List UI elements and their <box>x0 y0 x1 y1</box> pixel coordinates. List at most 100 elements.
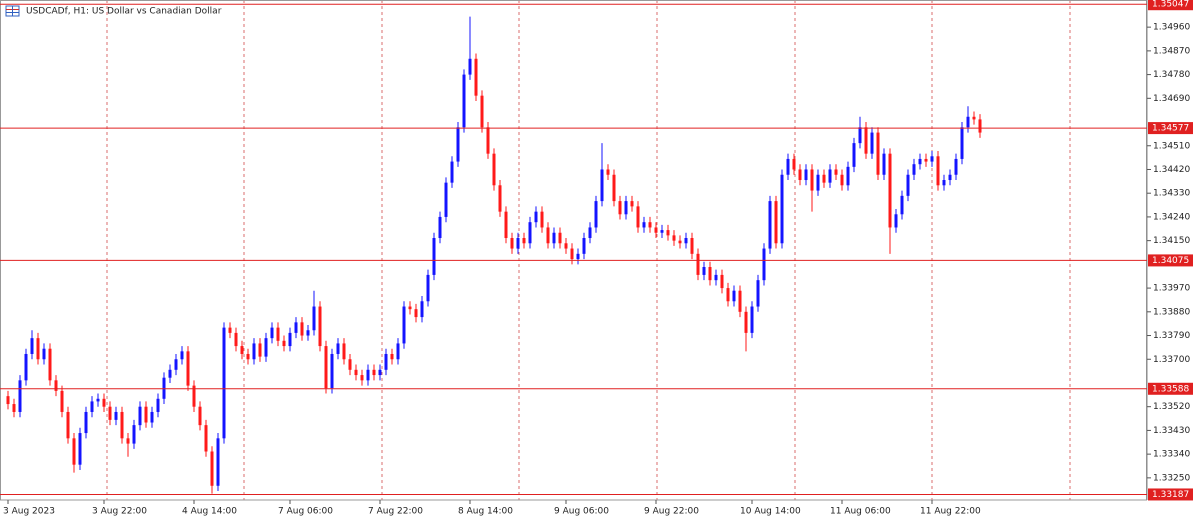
candle-body <box>822 174 826 183</box>
candle-body <box>570 248 574 260</box>
candle-body <box>810 169 814 191</box>
candle-body <box>72 438 76 465</box>
candle-body <box>648 222 652 228</box>
candle-body <box>6 396 10 405</box>
candle-body <box>138 406 142 426</box>
candle-body <box>696 253 700 275</box>
candle-body <box>312 306 316 331</box>
candle-body <box>426 274 430 302</box>
candle-body <box>870 132 874 154</box>
candle-body <box>900 195 904 215</box>
candle-body <box>864 127 868 154</box>
candle-body <box>846 166 850 186</box>
candle-body <box>150 411 154 423</box>
candle-body <box>60 390 64 412</box>
price-level-label: 1.33187 <box>1152 490 1189 500</box>
candle-body <box>456 127 460 162</box>
candle-body <box>906 174 910 196</box>
candle-body <box>588 227 592 239</box>
candle-body <box>420 301 424 318</box>
x-tick-label: 3 Aug 2023 <box>3 507 55 517</box>
candle-body <box>510 238 514 249</box>
candle-body <box>576 253 580 260</box>
candle-body <box>660 230 664 233</box>
y-tick-label: 1.34510 <box>1153 141 1190 151</box>
candle-body <box>246 353 250 360</box>
candle-body <box>444 182 448 217</box>
candle-body <box>306 330 310 336</box>
y-tick-label: 1.33700 <box>1153 355 1190 365</box>
price-level-label: 1.35047 <box>1152 0 1189 10</box>
candle-body <box>726 288 730 302</box>
candle-body <box>264 338 268 357</box>
candle-body <box>912 164 916 175</box>
price-level-tag <box>1148 382 1193 395</box>
candle-body <box>834 169 838 175</box>
candle-body <box>228 327 232 333</box>
candle-body <box>594 201 598 228</box>
candle-body <box>516 238 520 249</box>
candle-body <box>318 306 322 347</box>
candle-body <box>888 153 892 228</box>
candle-body <box>438 216 442 239</box>
candle-body <box>18 380 22 412</box>
candle-body <box>642 222 646 228</box>
candle-body <box>786 158 790 175</box>
candle-body <box>564 243 568 249</box>
y-tick-label: 1.34240 <box>1153 212 1190 222</box>
candle-body <box>546 227 550 244</box>
candle-body <box>168 369 172 378</box>
candle-body <box>618 201 622 215</box>
symbol-icon <box>5 5 20 17</box>
candle-body <box>480 95 484 128</box>
chart-title: USDCADf, H1: US Dollar vs Canadian Dolla… <box>26 7 222 17</box>
candle-body <box>978 119 982 133</box>
candle-body <box>432 238 436 275</box>
candle-body <box>678 240 682 244</box>
candle-body <box>732 290 736 302</box>
candle-body <box>948 174 952 181</box>
candle-body <box>666 230 670 236</box>
candle-body <box>636 206 640 228</box>
candle-body <box>924 158 928 162</box>
candle-body <box>624 201 628 215</box>
candle-body <box>684 238 688 244</box>
candle-body <box>486 127 490 154</box>
candle-body <box>450 161 454 183</box>
candle-body <box>894 214 898 228</box>
candle-body <box>366 369 370 381</box>
x-tick-label: 3 Aug 22:00 <box>92 507 147 517</box>
candle-body <box>378 369 382 376</box>
x-tick-label: 8 Aug 14:00 <box>458 507 513 517</box>
candle-body <box>372 369 376 376</box>
y-tick-label: 1.34870 <box>1153 46 1190 56</box>
price-level-label: 1.33588 <box>1152 384 1189 394</box>
y-tick-label: 1.34150 <box>1153 236 1190 246</box>
candle-body <box>186 351 190 386</box>
candle-body <box>258 343 262 357</box>
candle-body <box>882 153 886 175</box>
y-tick-label: 1.34960 <box>1153 23 1190 33</box>
candle-body <box>360 375 364 381</box>
candle-body <box>402 306 406 344</box>
candle-body <box>156 398 160 412</box>
candle-body <box>762 248 766 281</box>
candle-body <box>390 353 394 360</box>
day-separators <box>106 0 1071 500</box>
candle-body <box>48 348 52 381</box>
x-tick-label: 11 Aug 22:00 <box>920 507 981 517</box>
candle-body <box>654 227 658 233</box>
candle-body <box>708 267 712 281</box>
candle-body <box>942 180 946 186</box>
candle-body <box>558 232 562 244</box>
candle-body <box>114 411 118 420</box>
candle-body <box>966 116 970 128</box>
candle-body <box>348 359 352 370</box>
candle-body <box>630 201 634 207</box>
candle-body <box>936 156 940 186</box>
x-tick-label: 9 Aug 22:00 <box>644 507 699 517</box>
candle-body <box>414 309 418 318</box>
candle-body <box>960 127 964 159</box>
candle-body <box>756 280 760 307</box>
candle-body <box>216 438 220 486</box>
